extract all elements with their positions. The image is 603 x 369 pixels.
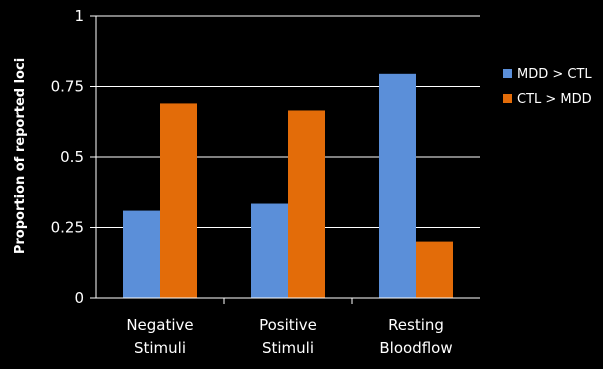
legend-swatch bbox=[503, 94, 512, 103]
bar bbox=[288, 110, 325, 298]
legend-swatch bbox=[503, 69, 512, 78]
legend-label: CTL > MDD bbox=[517, 92, 592, 107]
x-category-label: Negative bbox=[126, 316, 193, 334]
bar bbox=[160, 103, 197, 298]
y-tick-labels: 0 0.25 0.5 0.75 1 bbox=[51, 7, 84, 307]
bar bbox=[379, 73, 416, 298]
x-category-label: Stimuli bbox=[262, 339, 314, 357]
x-category-label: Bloodflow bbox=[379, 339, 452, 357]
y-axis-label: Proportion of reported loci bbox=[13, 58, 28, 254]
x-category-labels: Negative Stimuli Positive Stimuli Resting Blo… bbox=[126, 316, 452, 357]
y-tick-label: 0.75 bbox=[51, 78, 84, 96]
bar bbox=[251, 203, 288, 298]
y-tick-label: 0 bbox=[74, 289, 84, 307]
y-tick-label: 0.5 bbox=[60, 148, 84, 166]
axes bbox=[90, 15, 480, 304]
y-tick-label: 1 bbox=[74, 7, 84, 25]
bar bbox=[123, 210, 160, 298]
x-category-label: Stimuli bbox=[134, 339, 186, 357]
x-category-label: Positive bbox=[259, 316, 317, 334]
legend: MDD > CTL CTL > MDD bbox=[503, 67, 592, 107]
legend-label: MDD > CTL bbox=[517, 67, 592, 82]
bars bbox=[123, 73, 453, 298]
x-category-label: Resting bbox=[388, 316, 444, 334]
bar bbox=[416, 241, 453, 298]
y-tick-label: 0.25 bbox=[51, 219, 84, 237]
